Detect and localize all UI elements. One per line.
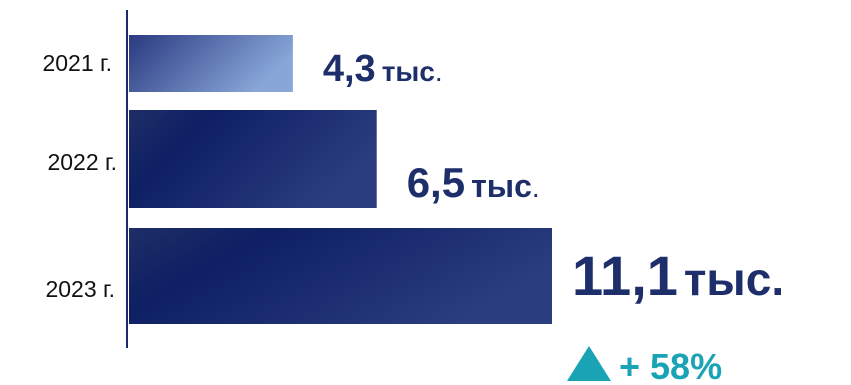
value-dot-1: .: [435, 56, 443, 87]
value-dot-2: .: [532, 172, 540, 203]
category-label-3: 2023 г.: [45, 276, 115, 302]
value-unit-2: тыс: [471, 168, 532, 204]
value-unit-3: тыс: [684, 253, 771, 305]
category-label-2: 2022 г.: [47, 149, 117, 175]
value-unit-1: тыс: [382, 56, 435, 87]
up-triangle-icon: [567, 346, 611, 381]
value-label-2: 6,5 тыс.: [407, 159, 540, 206]
bar-1: [129, 35, 293, 92]
bar-2: [129, 110, 377, 208]
labels-layer: 2021 г. 4,3 тыс.2022 г. 6,5 тыс.2023 г. 11,1 т…: [42, 48, 784, 307]
value-dot-3: .: [771, 253, 784, 305]
value-number-3: 11,1: [572, 244, 678, 307]
growth-label: + 58%: [619, 346, 722, 385]
value-label-3: 11,1 тыс.: [572, 244, 784, 307]
category-label-1: 2021 г.: [42, 50, 112, 76]
value-number-2: 6,5: [407, 159, 465, 206]
growth-indicator: + 58%: [567, 346, 722, 385]
value-number-1: 4,3: [323, 48, 376, 90]
bars-layer: [129, 35, 552, 324]
value-label-1: 4,3 тыс.: [323, 48, 443, 90]
bar-3: [129, 228, 552, 324]
